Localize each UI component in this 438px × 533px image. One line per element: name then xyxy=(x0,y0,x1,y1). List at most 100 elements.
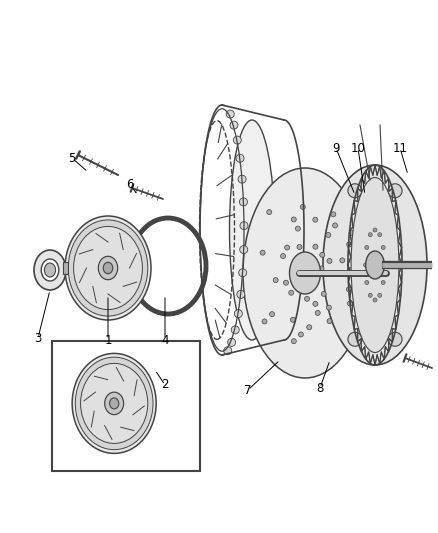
Circle shape xyxy=(315,310,320,316)
Circle shape xyxy=(269,312,275,317)
Text: 11: 11 xyxy=(392,141,407,155)
Circle shape xyxy=(327,319,332,324)
Ellipse shape xyxy=(290,252,321,294)
Circle shape xyxy=(290,317,295,322)
Circle shape xyxy=(240,222,248,230)
Circle shape xyxy=(304,296,310,301)
Circle shape xyxy=(291,217,296,222)
Circle shape xyxy=(381,280,385,285)
Text: 1: 1 xyxy=(104,334,112,346)
Circle shape xyxy=(373,228,377,232)
Circle shape xyxy=(313,301,318,306)
Bar xyxy=(52,341,200,471)
Ellipse shape xyxy=(34,250,66,290)
Circle shape xyxy=(295,226,300,231)
Circle shape xyxy=(320,252,325,257)
Ellipse shape xyxy=(41,259,59,281)
Text: 6: 6 xyxy=(126,179,134,191)
Circle shape xyxy=(297,245,302,249)
Circle shape xyxy=(348,268,353,273)
Circle shape xyxy=(382,263,386,267)
Circle shape xyxy=(319,266,324,271)
Circle shape xyxy=(347,301,353,306)
Text: 5: 5 xyxy=(68,151,76,165)
Text: 4: 4 xyxy=(161,334,169,346)
Circle shape xyxy=(280,254,286,259)
Circle shape xyxy=(226,110,234,118)
Ellipse shape xyxy=(388,184,402,198)
Circle shape xyxy=(283,280,289,285)
Circle shape xyxy=(300,204,305,209)
Ellipse shape xyxy=(105,392,124,415)
Text: 8: 8 xyxy=(316,382,324,394)
Ellipse shape xyxy=(348,184,362,198)
Ellipse shape xyxy=(103,262,113,274)
Circle shape xyxy=(378,293,382,297)
Circle shape xyxy=(238,175,246,183)
Ellipse shape xyxy=(351,177,399,352)
Text: 3: 3 xyxy=(34,332,42,344)
Circle shape xyxy=(236,154,244,163)
Circle shape xyxy=(327,259,332,263)
Circle shape xyxy=(313,217,318,222)
Circle shape xyxy=(326,305,332,310)
Circle shape xyxy=(326,232,331,238)
Ellipse shape xyxy=(75,357,153,450)
Ellipse shape xyxy=(348,332,362,346)
Circle shape xyxy=(239,269,247,277)
Circle shape xyxy=(237,290,245,298)
Circle shape xyxy=(364,263,367,267)
Circle shape xyxy=(228,338,236,346)
Circle shape xyxy=(260,250,265,255)
Circle shape xyxy=(331,212,336,217)
Circle shape xyxy=(240,246,248,254)
Ellipse shape xyxy=(68,220,148,316)
Circle shape xyxy=(285,245,290,250)
Circle shape xyxy=(347,242,352,247)
Circle shape xyxy=(267,209,272,215)
Text: 2: 2 xyxy=(161,378,169,392)
Circle shape xyxy=(368,293,372,297)
Circle shape xyxy=(332,223,338,228)
Circle shape xyxy=(273,278,278,282)
Text: 9: 9 xyxy=(332,141,340,155)
Circle shape xyxy=(224,347,232,355)
Ellipse shape xyxy=(98,256,118,280)
Ellipse shape xyxy=(243,168,367,378)
Circle shape xyxy=(353,259,359,264)
Ellipse shape xyxy=(65,216,151,320)
Circle shape xyxy=(373,298,377,302)
Ellipse shape xyxy=(366,251,385,279)
Circle shape xyxy=(378,233,382,237)
Circle shape xyxy=(340,258,345,263)
Ellipse shape xyxy=(323,165,427,365)
Circle shape xyxy=(291,338,297,344)
Text: 10: 10 xyxy=(350,141,365,155)
Circle shape xyxy=(231,326,239,334)
Circle shape xyxy=(321,292,326,296)
Ellipse shape xyxy=(110,398,119,409)
Circle shape xyxy=(368,233,372,237)
Circle shape xyxy=(307,325,312,330)
Circle shape xyxy=(240,198,247,206)
Circle shape xyxy=(298,332,304,337)
Circle shape xyxy=(381,246,385,249)
Circle shape xyxy=(289,290,294,295)
Bar xyxy=(63,262,68,274)
Ellipse shape xyxy=(74,227,142,310)
Circle shape xyxy=(365,280,369,285)
Ellipse shape xyxy=(44,263,56,277)
Ellipse shape xyxy=(388,332,402,346)
Circle shape xyxy=(262,319,267,324)
Circle shape xyxy=(233,136,241,144)
Ellipse shape xyxy=(72,353,156,454)
Ellipse shape xyxy=(230,120,275,340)
Circle shape xyxy=(234,310,242,318)
Circle shape xyxy=(313,244,318,249)
Circle shape xyxy=(365,246,369,249)
Circle shape xyxy=(230,121,238,129)
Circle shape xyxy=(349,231,354,236)
Text: 7: 7 xyxy=(244,384,252,397)
Circle shape xyxy=(346,287,351,292)
Ellipse shape xyxy=(81,364,148,443)
